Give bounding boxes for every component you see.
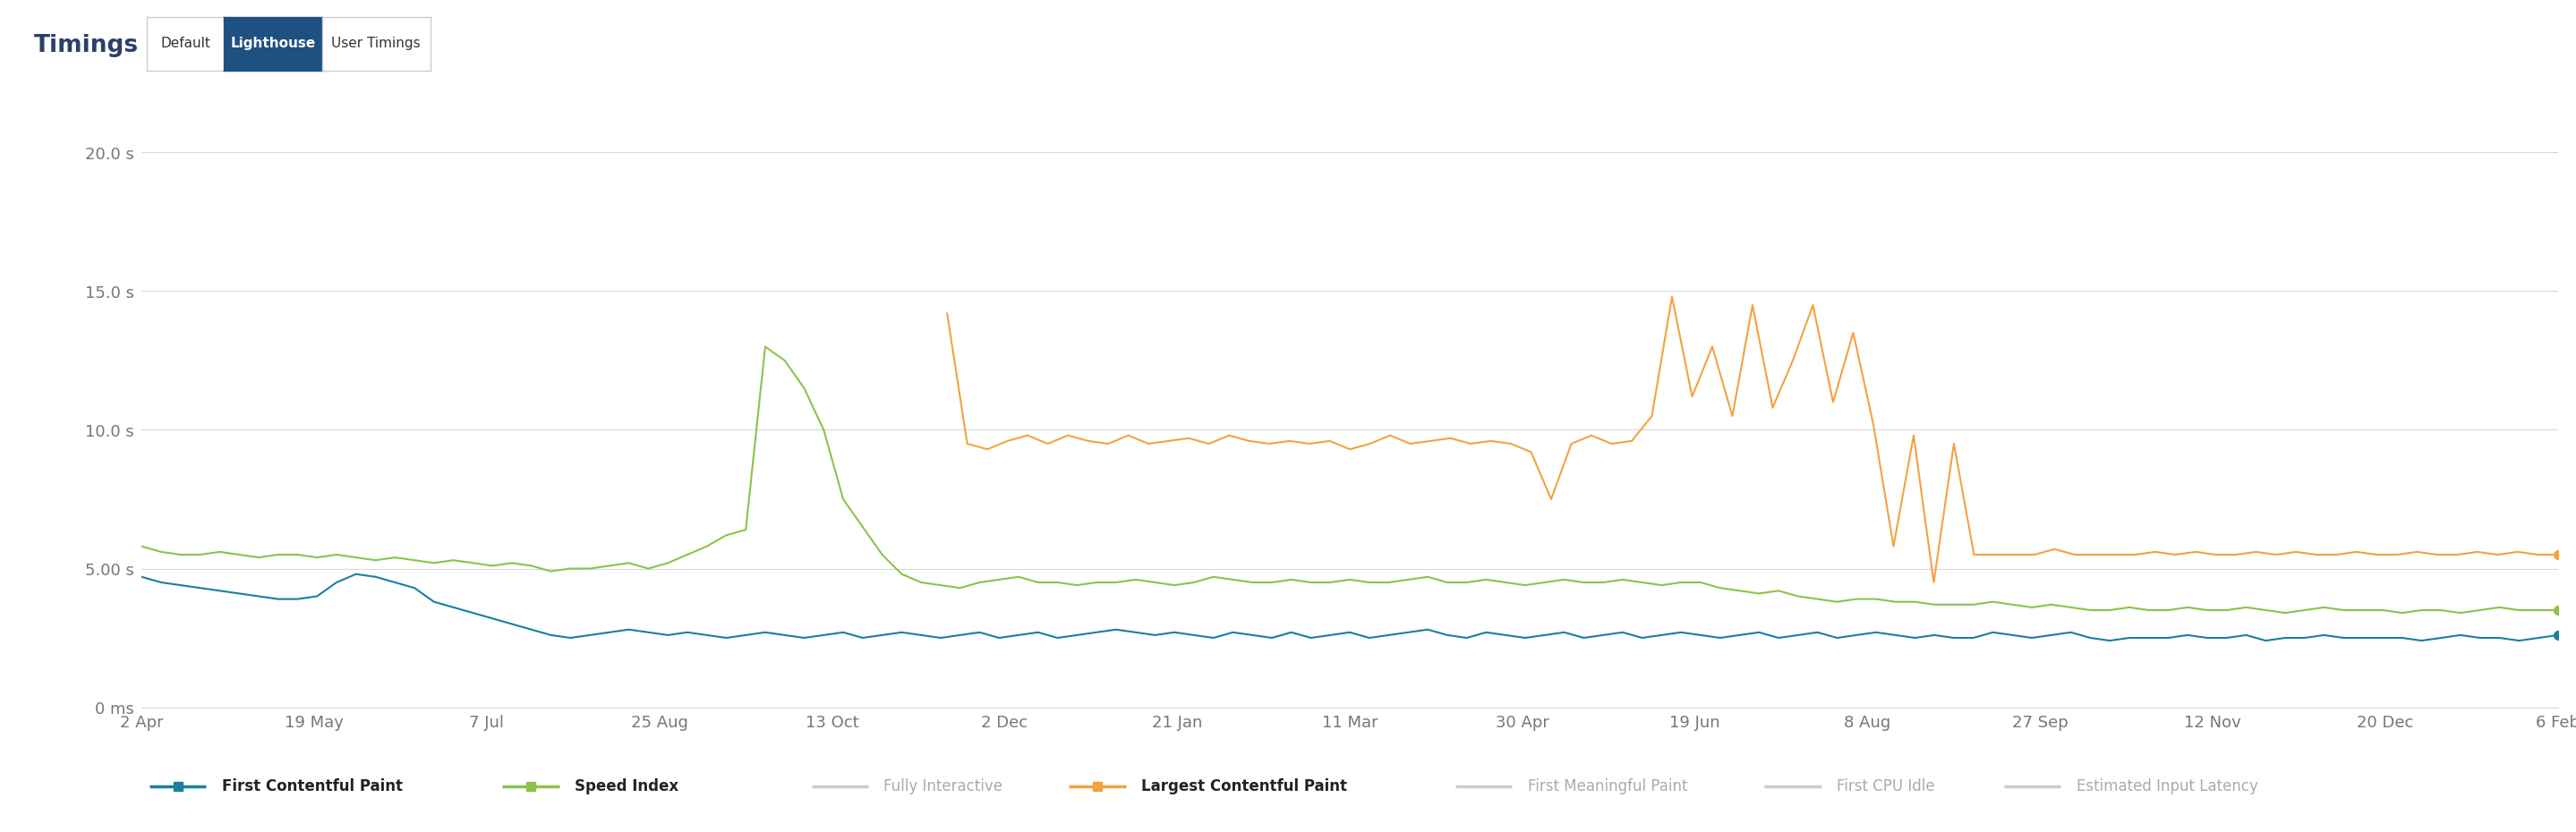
Text: Fully Interactive: Fully Interactive [884, 778, 1002, 795]
Text: First CPU Idle: First CPU Idle [1837, 778, 1935, 795]
Text: Speed Index: Speed Index [574, 778, 677, 795]
Text: Lighthouse: Lighthouse [229, 37, 317, 51]
Text: First Meaningful Paint: First Meaningful Paint [1528, 778, 1687, 795]
Text: Estimated Input Latency: Estimated Input Latency [2076, 778, 2257, 795]
Text: First Contentful Paint: First Contentful Paint [222, 778, 402, 795]
Text: Timings: Timings [33, 34, 139, 57]
Text: Default: Default [160, 37, 211, 51]
Text: Largest Contentful Paint: Largest Contentful Paint [1141, 778, 1347, 795]
Text: User Timings: User Timings [332, 37, 420, 51]
